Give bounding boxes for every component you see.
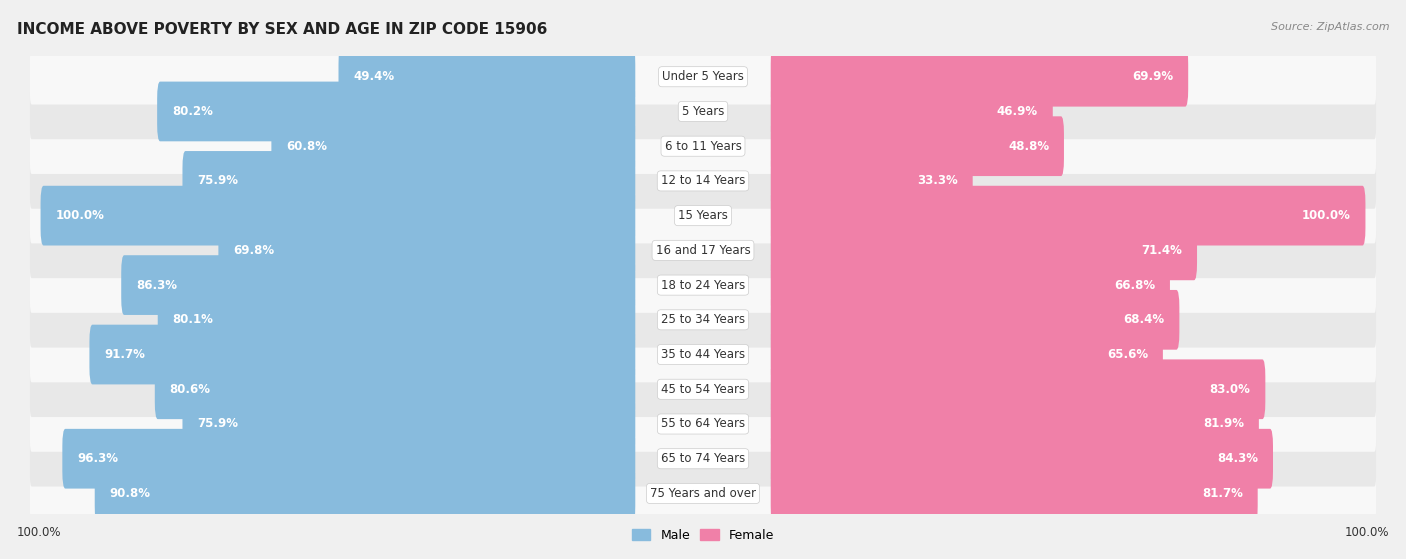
Text: 100.0%: 100.0% [55, 209, 104, 222]
FancyBboxPatch shape [183, 394, 636, 454]
FancyBboxPatch shape [770, 255, 1170, 315]
Text: 55 to 64 Years: 55 to 64 Years [661, 418, 745, 430]
Text: 75.9%: 75.9% [197, 418, 238, 430]
FancyBboxPatch shape [218, 220, 636, 280]
FancyBboxPatch shape [41, 186, 636, 245]
FancyBboxPatch shape [770, 220, 1197, 280]
Text: 100.0%: 100.0% [1302, 209, 1351, 222]
Text: 81.9%: 81.9% [1204, 418, 1244, 430]
Text: 96.3%: 96.3% [77, 452, 118, 465]
Text: 35 to 44 Years: 35 to 44 Years [661, 348, 745, 361]
FancyBboxPatch shape [770, 82, 1053, 141]
FancyBboxPatch shape [121, 255, 636, 315]
FancyBboxPatch shape [90, 325, 636, 385]
Text: 65.6%: 65.6% [1107, 348, 1149, 361]
FancyBboxPatch shape [30, 362, 1376, 417]
FancyBboxPatch shape [157, 290, 636, 350]
FancyBboxPatch shape [30, 431, 1376, 486]
FancyBboxPatch shape [30, 84, 1376, 139]
Text: 25 to 34 Years: 25 to 34 Years [661, 313, 745, 326]
Text: 75.9%: 75.9% [197, 174, 238, 187]
FancyBboxPatch shape [62, 429, 636, 489]
FancyBboxPatch shape [770, 325, 1163, 385]
FancyBboxPatch shape [770, 47, 1188, 107]
Text: Under 5 Years: Under 5 Years [662, 70, 744, 83]
Text: 45 to 54 Years: 45 to 54 Years [661, 383, 745, 396]
Text: 81.7%: 81.7% [1202, 487, 1243, 500]
FancyBboxPatch shape [770, 359, 1265, 419]
Text: 100.0%: 100.0% [1344, 527, 1389, 539]
Text: 5 Years: 5 Years [682, 105, 724, 118]
Text: 86.3%: 86.3% [136, 278, 177, 292]
Text: 100.0%: 100.0% [17, 527, 62, 539]
FancyBboxPatch shape [30, 49, 1376, 105]
Text: 66.8%: 66.8% [1114, 278, 1156, 292]
FancyBboxPatch shape [271, 116, 636, 176]
FancyBboxPatch shape [183, 151, 636, 211]
Text: 84.3%: 84.3% [1218, 452, 1258, 465]
FancyBboxPatch shape [94, 463, 636, 523]
Text: 71.4%: 71.4% [1142, 244, 1182, 257]
FancyBboxPatch shape [30, 396, 1376, 452]
Text: INCOME ABOVE POVERTY BY SEX AND AGE IN ZIP CODE 15906: INCOME ABOVE POVERTY BY SEX AND AGE IN Z… [17, 22, 547, 37]
FancyBboxPatch shape [770, 116, 1064, 176]
FancyBboxPatch shape [30, 292, 1376, 348]
Text: 15 Years: 15 Years [678, 209, 728, 222]
Text: 75 Years and over: 75 Years and over [650, 487, 756, 500]
FancyBboxPatch shape [770, 151, 973, 211]
FancyBboxPatch shape [30, 257, 1376, 313]
Text: 48.8%: 48.8% [1008, 140, 1049, 153]
FancyBboxPatch shape [30, 153, 1376, 209]
Text: Source: ZipAtlas.com: Source: ZipAtlas.com [1271, 22, 1389, 32]
Text: 83.0%: 83.0% [1209, 383, 1250, 396]
FancyBboxPatch shape [770, 463, 1258, 523]
Text: 69.8%: 69.8% [233, 244, 274, 257]
FancyBboxPatch shape [155, 359, 636, 419]
FancyBboxPatch shape [339, 47, 636, 107]
Text: 80.2%: 80.2% [172, 105, 212, 118]
Text: 68.4%: 68.4% [1123, 313, 1164, 326]
Text: 6 to 11 Years: 6 to 11 Years [665, 140, 741, 153]
Text: 65 to 74 Years: 65 to 74 Years [661, 452, 745, 465]
Text: 16 and 17 Years: 16 and 17 Years [655, 244, 751, 257]
FancyBboxPatch shape [770, 429, 1272, 489]
Text: 49.4%: 49.4% [353, 70, 394, 83]
Text: 80.6%: 80.6% [170, 383, 211, 396]
FancyBboxPatch shape [30, 466, 1376, 521]
Text: 18 to 24 Years: 18 to 24 Years [661, 278, 745, 292]
Text: 46.9%: 46.9% [997, 105, 1038, 118]
FancyBboxPatch shape [770, 394, 1258, 454]
FancyBboxPatch shape [157, 82, 636, 141]
Text: 60.8%: 60.8% [285, 140, 328, 153]
Text: 69.9%: 69.9% [1132, 70, 1174, 83]
Text: 12 to 14 Years: 12 to 14 Years [661, 174, 745, 187]
FancyBboxPatch shape [30, 327, 1376, 382]
Text: 80.1%: 80.1% [173, 313, 214, 326]
Text: 90.8%: 90.8% [110, 487, 150, 500]
Legend: Male, Female: Male, Female [627, 524, 779, 547]
FancyBboxPatch shape [30, 119, 1376, 174]
FancyBboxPatch shape [770, 186, 1365, 245]
Text: 91.7%: 91.7% [104, 348, 145, 361]
FancyBboxPatch shape [30, 188, 1376, 243]
Text: 33.3%: 33.3% [917, 174, 957, 187]
FancyBboxPatch shape [30, 222, 1376, 278]
FancyBboxPatch shape [770, 290, 1180, 350]
